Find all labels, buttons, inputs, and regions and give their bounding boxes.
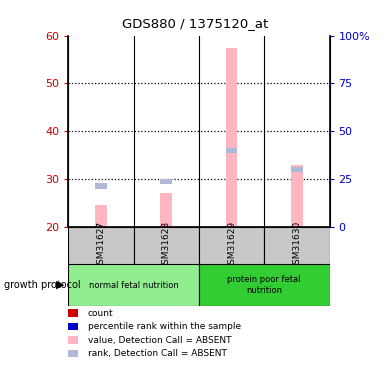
Text: GSM31627: GSM31627 <box>96 221 105 270</box>
Bar <box>68 264 199 306</box>
Text: ▶: ▶ <box>56 280 64 290</box>
Text: rank, Detection Call = ABSENT: rank, Detection Call = ABSENT <box>88 349 227 358</box>
Text: percentile rank within the sample: percentile rank within the sample <box>88 322 241 331</box>
Bar <box>68 227 133 264</box>
Text: protein poor fetal
nutrition: protein poor fetal nutrition <box>227 275 301 295</box>
Bar <box>226 147 238 153</box>
Bar <box>199 227 264 264</box>
Bar <box>226 48 238 227</box>
Bar <box>199 264 330 306</box>
Bar <box>95 183 107 189</box>
Text: growth protocol: growth protocol <box>4 280 80 290</box>
Text: normal fetal nutrition: normal fetal nutrition <box>89 280 179 290</box>
Bar <box>291 166 303 172</box>
Text: GSM31629: GSM31629 <box>227 221 236 270</box>
Text: GDS880 / 1375120_at: GDS880 / 1375120_at <box>122 17 268 30</box>
Text: count: count <box>88 309 113 318</box>
Bar <box>291 165 303 227</box>
Bar <box>95 206 107 227</box>
Text: value, Detection Call = ABSENT: value, Detection Call = ABSENT <box>88 336 231 345</box>
Text: GSM31628: GSM31628 <box>162 221 171 270</box>
Bar <box>160 194 172 227</box>
Bar <box>160 178 172 184</box>
Text: GSM31630: GSM31630 <box>292 221 301 270</box>
Bar <box>264 227 330 264</box>
Bar <box>133 227 199 264</box>
